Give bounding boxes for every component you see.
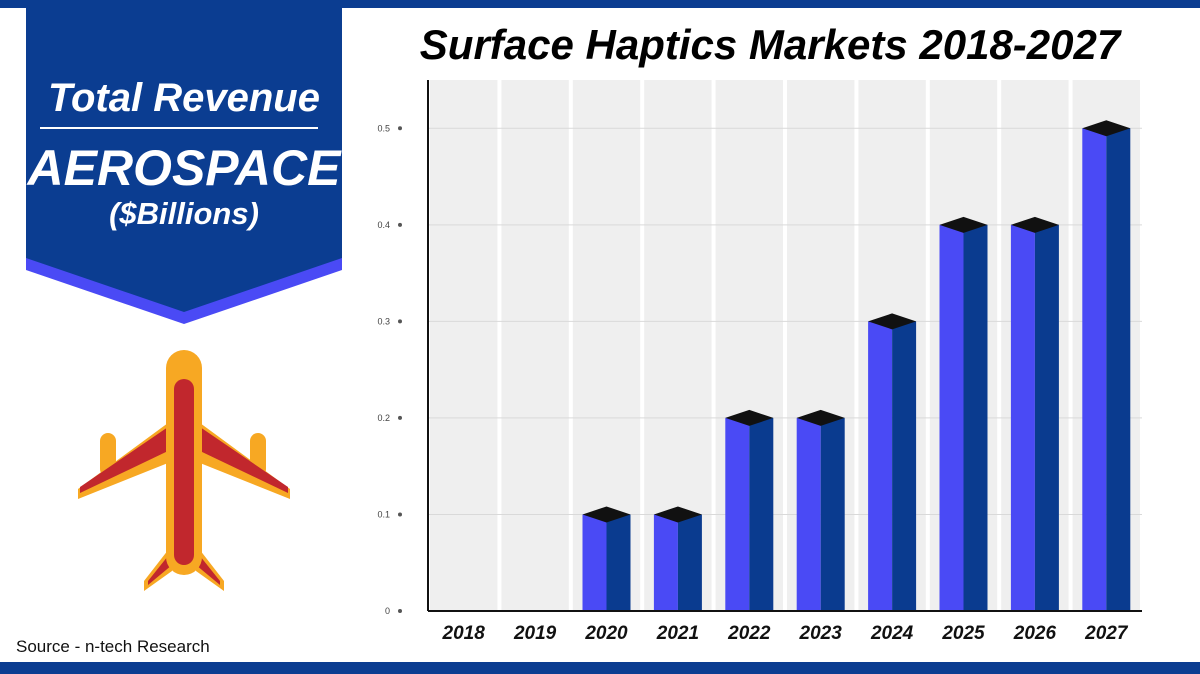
y-tick-dot xyxy=(398,512,402,517)
column-band xyxy=(430,80,498,611)
banner-subtitle: AEROSPACE xyxy=(27,140,341,196)
airplane-icon xyxy=(78,350,290,591)
bar-side xyxy=(1106,128,1131,612)
x-tick-label: 2024 xyxy=(870,623,914,644)
bar-front xyxy=(1082,128,1107,612)
x-tick-label: 2025 xyxy=(941,623,985,644)
bar-front xyxy=(725,417,750,611)
plane-tail-right-stripe xyxy=(196,551,220,585)
column-band xyxy=(501,80,569,611)
bottom-stripe xyxy=(0,662,1200,674)
bar-side xyxy=(677,514,702,611)
x-tick-label: 2021 xyxy=(656,623,699,644)
plane-fuselage-stripe xyxy=(174,379,194,565)
banner-unit: ($Billions) xyxy=(109,196,259,231)
y-tick-label: 0.5 xyxy=(377,123,390,133)
bar-side xyxy=(963,224,988,611)
bar xyxy=(868,313,917,611)
plane-tail-left-stripe xyxy=(148,551,172,585)
bar-cap xyxy=(939,216,988,233)
chart-bars xyxy=(582,120,1131,612)
plane-wing-right-stripe xyxy=(200,427,288,493)
bar-front xyxy=(1010,224,1035,611)
plane-wing-left-stripe xyxy=(80,427,168,493)
bar xyxy=(796,409,845,611)
y-tick-dot xyxy=(398,609,402,613)
bar-side xyxy=(820,417,845,611)
source-note: Source - n-tech Research xyxy=(16,637,210,656)
y-tick-label: 0.4 xyxy=(377,220,390,230)
bar-front xyxy=(653,514,678,611)
banner-title: Total Revenue xyxy=(48,76,320,120)
y-tick-label: 0.2 xyxy=(377,413,390,423)
bar-cap xyxy=(1082,120,1131,137)
top-stripe xyxy=(0,0,1200,8)
bar xyxy=(939,216,988,611)
y-tick-label: 0 xyxy=(385,606,390,616)
bar xyxy=(1010,216,1059,611)
banner-body xyxy=(26,8,342,312)
bar-front xyxy=(582,514,607,611)
bar-front xyxy=(939,224,964,611)
y-tick-dot xyxy=(398,415,402,420)
x-tick-label: 2022 xyxy=(727,623,771,644)
bar xyxy=(653,506,702,611)
bar xyxy=(582,506,631,611)
bar-cap xyxy=(582,506,631,523)
y-tick-dot xyxy=(398,126,402,131)
bar-cap xyxy=(868,313,917,330)
x-tick-label: 2019 xyxy=(513,623,557,644)
banner-ribbon xyxy=(26,8,342,324)
bar xyxy=(1082,120,1131,612)
x-tick-label: 2027 xyxy=(1084,623,1129,644)
x-tick-label: 2023 xyxy=(799,623,843,644)
banner-divider xyxy=(40,127,318,129)
x-tick-label: 2026 xyxy=(1013,623,1057,644)
x-tick-label: 2020 xyxy=(584,623,628,644)
bar-cap xyxy=(1010,216,1059,233)
bar-front xyxy=(868,321,893,611)
bar-side xyxy=(892,321,917,611)
bar-cap xyxy=(725,409,774,426)
bar-side xyxy=(606,514,631,611)
bar-cap xyxy=(796,409,845,426)
y-tick-dot xyxy=(398,222,402,227)
chart-title: Surface Haptics Markets 2018-2027 xyxy=(419,21,1121,68)
y-tick-dot xyxy=(398,319,402,324)
bar-cap xyxy=(653,506,702,523)
y-tick-label: 0.1 xyxy=(377,509,390,519)
bar-side xyxy=(1034,224,1059,611)
x-tick-label: 2018 xyxy=(442,623,486,644)
bar-side xyxy=(749,417,774,611)
y-tick-label: 0.3 xyxy=(377,316,390,326)
bar xyxy=(725,409,774,611)
bar-front xyxy=(796,417,821,611)
y-axis-ticks: 0 0.1 0.2 0.3 0.4 0.5 xyxy=(377,123,402,616)
x-axis-ticks: 2018 2019 2020 2021 2022 2023 2024 2025 2026 2027 xyxy=(442,623,1129,644)
